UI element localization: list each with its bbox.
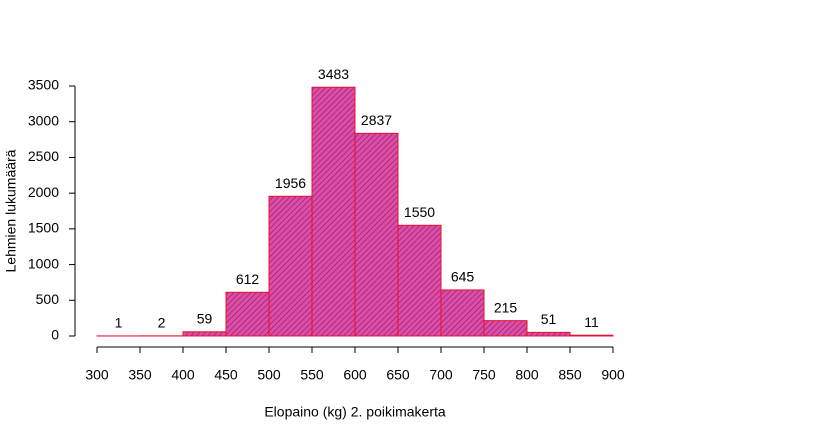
x-axis-label: Elopaino (kg) 2. poikimakerta — [264, 404, 446, 420]
bar — [226, 292, 269, 336]
y-tick-label: 2500 — [28, 148, 59, 164]
data-label: 1550 — [404, 204, 435, 220]
x-tick-label: 600 — [343, 367, 367, 383]
y-tick-label: 0 — [51, 327, 59, 343]
data-label: 11 — [584, 314, 599, 330]
y-tick-label: 500 — [36, 291, 60, 307]
y-tick-label: 2000 — [28, 184, 59, 200]
x-tick-label: 550 — [300, 367, 324, 383]
bar — [441, 290, 484, 336]
y-tick-label: 1500 — [28, 220, 59, 236]
bar — [183, 332, 226, 336]
bar — [312, 87, 355, 336]
x-tick-label: 850 — [558, 367, 582, 383]
x-tick-label: 350 — [128, 367, 152, 383]
data-label: 215 — [494, 299, 518, 315]
data-label: 2837 — [361, 112, 392, 128]
data-label: 1956 — [275, 175, 306, 191]
y-axis-label: Lehmien lukumäärä — [3, 149, 19, 272]
y-tick-label: 3000 — [28, 112, 59, 128]
data-label: 59 — [197, 310, 213, 326]
data-label: 3483 — [318, 66, 349, 82]
data-label: 612 — [236, 271, 260, 287]
x-tick-label: 500 — [257, 367, 281, 383]
x-tick-label: 750 — [472, 367, 496, 383]
y-tick-label: 3500 — [28, 77, 59, 93]
x-tick-label: 900 — [601, 367, 625, 383]
bar — [398, 225, 441, 336]
x-tick-label: 650 — [386, 367, 410, 383]
bar — [484, 321, 527, 336]
x-tick-label: 300 — [85, 367, 109, 383]
x-tick-label: 450 — [214, 367, 238, 383]
bar — [269, 196, 312, 336]
x-tick-label: 800 — [515, 367, 539, 383]
data-label: 2 — [158, 315, 166, 331]
x-tick-label: 700 — [429, 367, 453, 383]
data-label: 1 — [115, 315, 123, 331]
x-tick-label: 400 — [171, 367, 195, 383]
y-tick-label: 1000 — [28, 255, 59, 271]
bar — [570, 335, 613, 336]
data-label: 645 — [451, 269, 475, 285]
bar — [527, 332, 570, 336]
data-label: 51 — [541, 311, 557, 327]
bar — [355, 133, 398, 336]
